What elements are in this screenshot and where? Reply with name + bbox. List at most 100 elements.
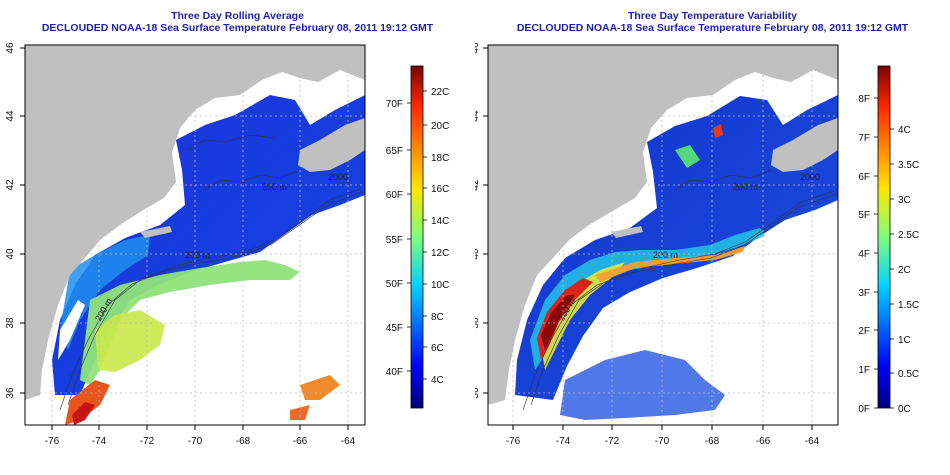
ocean-variability-cyan xyxy=(530,228,765,370)
panel-title: Three Day Rolling Average xyxy=(171,10,304,22)
colorbar-label: 10C xyxy=(431,280,449,291)
y-tick-label: 44 xyxy=(5,110,16,122)
colorbar-label: 0.5C xyxy=(898,369,919,380)
ocean-variability-red-spot xyxy=(713,124,723,138)
graticule xyxy=(488,45,838,425)
colorbar-label: 8C xyxy=(431,312,444,323)
colorbar-label: 0F xyxy=(858,404,870,415)
colorbar-label: 18C xyxy=(431,153,449,164)
colorbar-label: 2C xyxy=(898,265,911,276)
land-delmarva xyxy=(58,300,85,360)
ocean-sst-patch xyxy=(300,375,340,400)
contour-label: 2000 xyxy=(800,172,820,182)
colorbar-label: 55F xyxy=(386,235,403,246)
colorbar-label: 2.5C xyxy=(898,230,919,241)
ocean-variability-green-patch xyxy=(675,145,700,168)
ocean-sst-yellow xyxy=(95,310,165,372)
ocean-variability-speckle xyxy=(560,350,725,420)
contour-label: 2000 xyxy=(328,172,348,182)
colorbar-label: 65F xyxy=(386,146,403,157)
y-tick-label: 38 xyxy=(5,317,16,329)
graticule xyxy=(25,45,365,425)
x-tick-label: -72 xyxy=(605,436,620,447)
colorbar-label: 14C xyxy=(431,216,449,227)
colorbar-label: 20C xyxy=(431,121,449,132)
land-mass xyxy=(488,45,838,405)
colorbar-label: 8F xyxy=(858,94,870,105)
panel-title: Three Day Temperature Variability xyxy=(627,10,798,22)
map-area xyxy=(488,45,838,425)
x-tick-label: -66 xyxy=(293,436,308,447)
colorbar-label: 0C xyxy=(898,404,911,415)
land-long-island xyxy=(140,226,172,238)
contour-label: 200 m xyxy=(653,250,678,260)
colorbar-label: 1F xyxy=(858,365,870,376)
x-tick-label: -72 xyxy=(140,436,155,447)
y-tick-label: 42 xyxy=(5,179,16,191)
x-tick-label: -70 xyxy=(188,436,203,447)
x-tick-label: -74 xyxy=(92,436,107,447)
y-tick-label: 36 xyxy=(5,387,16,399)
colorbar-label: 3F xyxy=(858,288,870,299)
sst-variability-map: 200 m 200 m 200 m 2000 -76 -74 -72 -70 -… xyxy=(475,42,919,447)
ocean-variability-orange-ridge xyxy=(595,246,745,282)
colorbar-label: 3.5C xyxy=(898,160,919,171)
x-tick-label: -66 xyxy=(756,436,771,447)
map-frame xyxy=(487,44,839,426)
x-tick-label: -68 xyxy=(236,436,251,447)
ocean-sst-green xyxy=(80,260,300,385)
y-tick-label: 36 xyxy=(475,387,481,399)
sst-average-map: 200 m 200 m 200 m 2000 -76 -74 -72 -70 -… xyxy=(5,42,449,447)
ocean-sst-cyan xyxy=(60,235,150,350)
colorbar-label: 45F xyxy=(386,323,403,334)
contour-label: 200 m xyxy=(733,182,758,192)
colorbar-label: 70F xyxy=(386,99,403,110)
x-tick-label: -74 xyxy=(556,436,571,447)
colorbar-label: 60F xyxy=(386,190,403,201)
y-tick-label: 40 xyxy=(475,248,481,260)
land-nova-scotia xyxy=(771,118,838,172)
x-tick-label: -76 xyxy=(506,436,521,447)
sst-variability-panel: Three Day Temperature Variability DECLOU… xyxy=(475,0,950,475)
colorbar-label: 4C xyxy=(898,125,911,136)
colorbar-label: 16C xyxy=(431,184,449,195)
colorbar xyxy=(410,65,424,409)
colorbar-label: 40F xyxy=(386,367,403,378)
colorbar-label: 3C xyxy=(898,195,911,206)
colorbar-label: 1.5C xyxy=(898,300,919,311)
ocean-sst-patch-2 xyxy=(290,405,310,420)
land-long-island xyxy=(611,226,643,238)
colorbar-label: 12C xyxy=(431,248,449,259)
x-tick-label: -64 xyxy=(805,436,820,447)
y-tick-label: 46 xyxy=(5,42,16,54)
colorbar xyxy=(877,65,891,409)
panel-subtitle: DECLOUDED NOAA-18 Sea Surface Temperatur… xyxy=(516,22,909,34)
x-tick-label: -64 xyxy=(341,436,356,447)
colorbar-label: 5F xyxy=(858,210,870,221)
y-tick-label: 46 xyxy=(475,42,481,54)
land-mass xyxy=(25,45,365,400)
colorbar-label: 7F xyxy=(858,133,870,144)
colorbar-label: 4F xyxy=(858,249,870,260)
y-tick-label: 44 xyxy=(475,110,481,122)
y-tick-label: 38 xyxy=(475,317,481,329)
ocean-variability-darkred xyxy=(541,295,575,350)
bathymetry-contours xyxy=(522,169,838,411)
x-tick-label: -76 xyxy=(45,436,60,447)
colorbar-label: 1C xyxy=(898,335,911,346)
x-tick-label: -70 xyxy=(655,436,670,447)
sst-average-panel: Three Day Rolling Average DECLOUDED NOAA… xyxy=(5,10,449,447)
x-tick-label: -68 xyxy=(705,436,720,447)
ocean-sst-blue xyxy=(52,95,365,395)
colorbar-label: 6F xyxy=(858,172,870,183)
y-tick-label: 40 xyxy=(5,248,16,260)
colorbar-label: 22C xyxy=(431,87,449,98)
bathymetry-contours xyxy=(59,134,363,411)
contour-label: 200 m xyxy=(185,250,210,260)
colorbar-label: 2F xyxy=(858,326,870,337)
colorbar-label: 4C xyxy=(431,375,444,386)
ocean-variability-blue xyxy=(515,95,838,400)
colorbar-label: 6C xyxy=(431,343,444,354)
contour-label: 200 m xyxy=(262,182,287,192)
panel-subtitle: DECLOUDED NOAA-18 Sea Surface Temperatur… xyxy=(41,22,434,34)
